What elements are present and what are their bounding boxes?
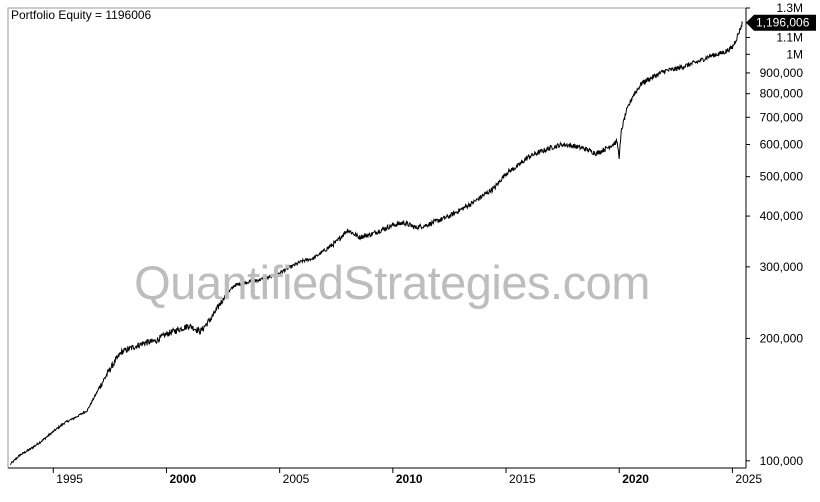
y-tick-label: 100,000 xyxy=(760,454,804,468)
y-tick-label: 1.1M xyxy=(776,30,803,44)
x-tick-label: 2015 xyxy=(509,472,536,486)
chart-title: Portfolio Equity = 1196006 xyxy=(11,8,152,22)
y-tick-label: 700,000 xyxy=(760,110,804,124)
y-tick-label: 500,000 xyxy=(760,170,804,184)
y-tick-label: 400,000 xyxy=(760,209,804,223)
x-tick-label: 2000 xyxy=(169,472,196,486)
x-tick-label: 2020 xyxy=(622,472,649,486)
x-tick-label: 2025 xyxy=(735,472,762,486)
y-tick-label: 300,000 xyxy=(760,260,804,274)
y-tick-label: 1.3M xyxy=(776,1,803,15)
last-value-label: 1,196,006 xyxy=(756,16,810,30)
plot-frame xyxy=(7,7,747,469)
x-tick-label: 1995 xyxy=(56,472,83,486)
last-value-tag xyxy=(746,14,816,31)
equity-series-line xyxy=(9,20,743,466)
y-tick-label: 900,000 xyxy=(760,66,804,80)
x-tick-label: 2005 xyxy=(283,472,310,486)
y-tick-label: 1M xyxy=(786,47,803,61)
y-tick-label: 600,000 xyxy=(760,137,804,151)
y-tick-label: 200,000 xyxy=(760,331,804,345)
y-tick-label: 800,000 xyxy=(760,87,804,101)
x-tick-label: 2010 xyxy=(396,472,423,486)
